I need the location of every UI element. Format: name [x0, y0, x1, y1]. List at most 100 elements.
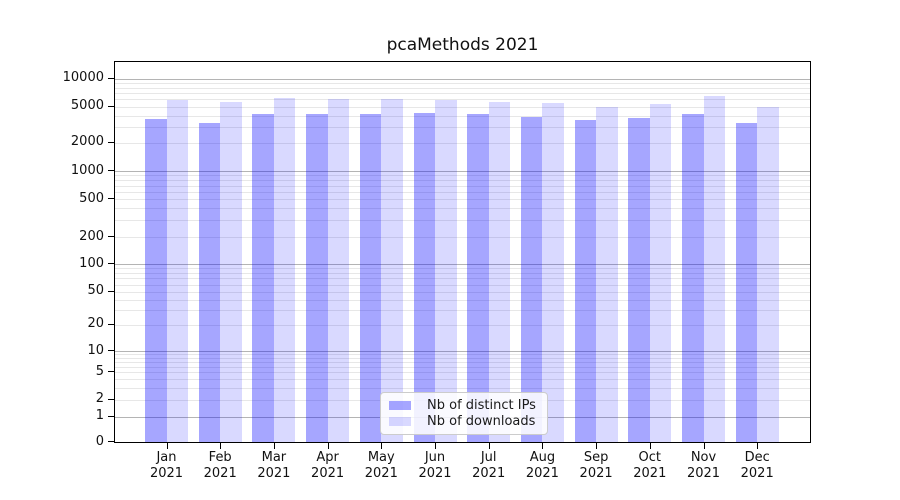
y-tick-0	[108, 441, 114, 442]
bar-Dec-distinct-ips	[735, 123, 758, 442]
gridline-60	[115, 284, 810, 286]
gridline-1000	[115, 171, 810, 173]
x-tick-label-May: May 2021	[364, 450, 398, 481]
bar-Oct-distinct-ips	[628, 118, 650, 442]
bar-Aug-distinct-ips	[520, 116, 543, 442]
y-tick-10000	[108, 77, 114, 79]
bar-Sep-downloads	[596, 106, 618, 442]
gridline-700	[115, 185, 810, 187]
bar-Apr-distinct-ips	[306, 113, 328, 442]
legend-item-downloads: Nb of downloads	[389, 414, 539, 429]
y-tick-200	[108, 236, 114, 238]
gridline-8000	[115, 87, 810, 89]
bar-May-downloads	[381, 98, 403, 442]
x-tick-May	[381, 443, 383, 449]
x-tick-Sep	[596, 443, 598, 449]
bar-Nov-distinct-ips	[682, 113, 704, 442]
x-tick-label-Oct: Oct 2021	[633, 450, 667, 481]
legend-swatch-distinct-ips-icon	[389, 400, 411, 410]
gridline-900	[115, 175, 810, 177]
gridline-9000	[115, 82, 810, 84]
y-tick-label-200: 200	[79, 228, 104, 244]
gridline-3000	[115, 127, 810, 128]
gridline-30	[115, 310, 810, 312]
gridline-10000	[115, 78, 810, 80]
y-tick-5	[108, 371, 114, 373]
y-tick-label-100: 100	[79, 255, 104, 271]
gridline-40	[115, 299, 810, 301]
bar-Jan-distinct-ips	[145, 119, 167, 442]
y-tick-label-20: 20	[87, 316, 104, 332]
gridline-6	[115, 366, 810, 368]
gridline-100	[115, 264, 810, 266]
y-tick-label-10000: 10000	[62, 70, 104, 85]
gridline-500	[115, 199, 810, 201]
y-tick-label-5000: 5000	[70, 98, 104, 114]
chart-title: pcaMethods 2021	[386, 35, 539, 55]
gridline-90	[115, 268, 810, 270]
gridline-8	[115, 357, 810, 359]
y-tick-20	[108, 323, 114, 325]
bar-Jul-downloads	[488, 102, 511, 442]
y-tick-1	[108, 415, 114, 417]
gridline-7000	[115, 93, 810, 95]
x-tick-Oct	[649, 443, 651, 449]
gridline-3	[115, 387, 810, 389]
legend-swatch-downloads-icon	[389, 417, 411, 427]
x-tick-Apr	[327, 443, 329, 449]
y-tick-label-1: 1	[95, 408, 104, 424]
y-tick-50	[108, 290, 114, 292]
bar-Oct-downloads	[649, 104, 672, 442]
gridline-4000	[115, 115, 810, 117]
bar-Feb-distinct-ips	[198, 123, 221, 442]
bar-Jul-distinct-ips	[467, 114, 489, 442]
gridline-7	[115, 361, 810, 363]
gridline-4	[115, 378, 810, 380]
bar-Jan-downloads	[166, 100, 188, 442]
x-tick-Jul	[488, 443, 490, 449]
x-tick-label-Sep: Sep 2021	[579, 450, 613, 481]
bar-Aug-downloads	[542, 103, 564, 442]
x-tick-label-Feb: Feb 2021	[203, 450, 237, 481]
gridline-9	[115, 354, 810, 356]
x-tick-label-Jun: Jun 2021	[418, 450, 452, 481]
x-tick-Dec	[757, 443, 759, 449]
y-tick-label-2000: 2000	[70, 134, 104, 150]
bar-Sep-distinct-ips	[574, 119, 597, 442]
x-tick-label-Aug: Aug 2021	[525, 450, 559, 481]
y-tick-1000	[108, 170, 114, 172]
x-tick-Jan	[166, 443, 168, 449]
legend-label-distinct-ips: Nb of distinct IPs	[427, 397, 536, 413]
y-tick-2	[108, 398, 114, 400]
y-tick-label-500: 500	[79, 190, 104, 206]
plot-area: Nb of distinct IPs Nb of downloads	[114, 61, 811, 443]
x-tick-Aug	[542, 443, 544, 449]
gridline-70	[115, 278, 810, 280]
y-tick-500	[108, 198, 114, 200]
legend-label-downloads: Nb of downloads	[427, 414, 536, 430]
y-tick-label-10: 10	[87, 342, 104, 358]
y-tick-label-5: 5	[95, 363, 104, 379]
gridline-5000	[115, 106, 810, 108]
x-tick-label-Dec: Dec 2021	[740, 450, 774, 481]
gridline-6000	[115, 99, 810, 101]
gridline-5	[115, 372, 810, 374]
legend: Nb of distinct IPs Nb of downloads	[380, 392, 548, 435]
bar-Apr-downloads	[327, 99, 350, 442]
bar-Jun-downloads	[435, 99, 457, 442]
x-tick-label-Nov: Nov 2021	[686, 450, 721, 481]
x-tick-Jun	[435, 443, 436, 449]
y-tick-10	[108, 350, 114, 352]
x-tick-label-Mar: Mar 2021	[257, 450, 291, 481]
bar-Mar-distinct-ips	[252, 114, 274, 442]
gridline-20	[115, 324, 810, 326]
bar-May-distinct-ips	[359, 114, 382, 442]
x-tick-Nov	[703, 443, 705, 449]
gridline-50	[115, 291, 810, 293]
gridline-300	[115, 220, 810, 222]
x-tick-Feb	[220, 443, 222, 449]
gridline-400	[115, 208, 810, 210]
bar-Nov-downloads	[703, 96, 725, 442]
bar-Jun-distinct-ips	[413, 113, 435, 442]
